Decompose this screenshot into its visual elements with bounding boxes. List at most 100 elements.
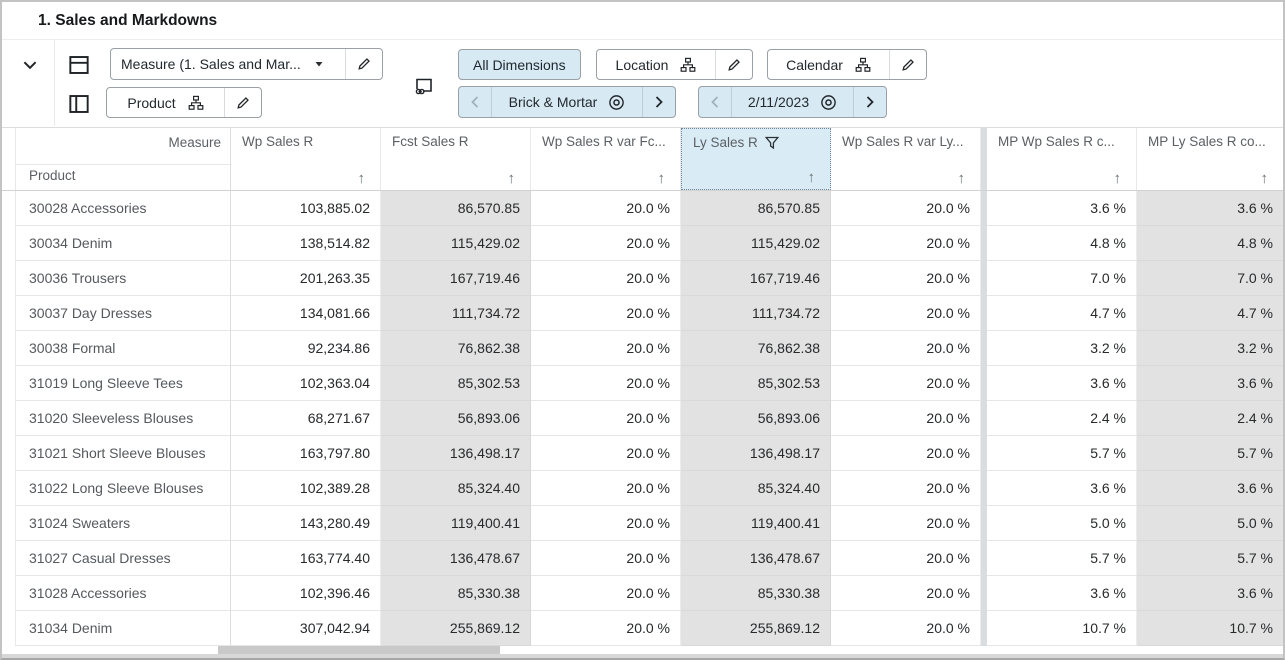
grid-cell[interactable]: 136,478.67 [681, 541, 831, 576]
grid-cell[interactable]: 7.0 % [1137, 261, 1283, 296]
sort-ascending-icon[interactable]: ↑ [1260, 170, 1269, 187]
product-row-header[interactable]: 31024 Sweaters [15, 506, 231, 541]
grid-cell[interactable]: 111,734.72 [381, 296, 531, 331]
grid-cell[interactable]: 86,570.85 [681, 191, 831, 226]
grid-cell[interactable]: 167,719.46 [681, 261, 831, 296]
calendar-prev-button[interactable] [699, 87, 731, 117]
grid-cell[interactable]: 119,400.41 [381, 506, 531, 541]
grid-cell[interactable]: 307,042.94 [231, 611, 381, 646]
grid-cell[interactable]: 76,862.38 [681, 331, 831, 366]
column-axis-layout-button[interactable] [66, 91, 92, 117]
grid-cell[interactable]: 20.0 % [531, 191, 681, 226]
grid-cell[interactable]: 20.0 % [531, 506, 681, 541]
grid-cell[interactable]: 102,389.28 [231, 471, 381, 506]
location-next-button[interactable] [642, 87, 675, 117]
grid-cell[interactable]: 20.0 % [831, 191, 981, 226]
grid-cell[interactable]: 20.0 % [531, 366, 681, 401]
sort-ascending-icon[interactable]: ↑ [657, 170, 666, 187]
grid-cell[interactable]: 102,396.46 [231, 576, 381, 611]
grid-cell[interactable]: 143,280.49 [231, 506, 381, 541]
grid-cell[interactable]: 255,869.12 [681, 611, 831, 646]
calendar-axis-button[interactable]: Calendar [768, 50, 889, 79]
product-row-header[interactable]: 31019 Long Sleeve Tees [15, 366, 231, 401]
product-row-header[interactable]: 30028 Accessories [15, 191, 231, 226]
grid-cell[interactable]: 3.6 % [1137, 191, 1283, 226]
grid-cell[interactable]: 20.0 % [531, 296, 681, 331]
product-row-header[interactable]: 30038 Formal [15, 331, 231, 366]
grid-cell[interactable]: 20.0 % [831, 331, 981, 366]
grid-cell[interactable]: 20.0 % [531, 611, 681, 646]
grid-cell[interactable]: 20.0 % [531, 541, 681, 576]
collapse-toolbar-button[interactable] [17, 52, 43, 78]
grid-cell[interactable]: 3.6 % [987, 576, 1137, 611]
grid-cell[interactable]: 5.7 % [987, 436, 1137, 471]
calendar-next-button[interactable] [853, 87, 886, 117]
product-row-header[interactable]: 30034 Denim [15, 226, 231, 261]
sort-ascending-icon[interactable]: ↑ [957, 170, 966, 187]
grid-cell[interactable]: 20.0 % [531, 471, 681, 506]
grid-cell[interactable]: 4.8 % [987, 226, 1137, 261]
grid-cell[interactable]: 167,719.46 [381, 261, 531, 296]
grid-cell[interactable]: 5.7 % [987, 541, 1137, 576]
sort-ascending-icon[interactable]: ↑ [357, 170, 366, 187]
grid-cell[interactable]: 68,271.67 [231, 401, 381, 436]
grid-cell[interactable]: 2.4 % [987, 401, 1137, 436]
product-row-header[interactable]: 30037 Day Dresses [15, 296, 231, 331]
grid-cell[interactable]: 20.0 % [831, 506, 981, 541]
grid-cell[interactable]: 3.6 % [987, 471, 1137, 506]
grid-cell[interactable]: 20.0 % [531, 261, 681, 296]
grid-cell[interactable]: 5.0 % [987, 506, 1137, 541]
grid-cell[interactable]: 76,862.38 [381, 331, 531, 366]
product-row-header[interactable]: 31020 Sleeveless Blouses [15, 401, 231, 436]
grid-cell[interactable]: 255,869.12 [381, 611, 531, 646]
grid-cell[interactable]: 115,429.02 [381, 226, 531, 261]
grid-cell[interactable]: 4.8 % [1137, 226, 1283, 261]
grid-cell[interactable]: 119,400.41 [681, 506, 831, 541]
grid-cell[interactable]: 5.0 % [1137, 506, 1283, 541]
grid-cell[interactable]: 85,324.40 [681, 471, 831, 506]
grid-cell[interactable]: 138,514.82 [231, 226, 381, 261]
grid-cell[interactable]: 163,774.40 [231, 541, 381, 576]
grid-cell[interactable]: 20.0 % [831, 471, 981, 506]
column-header-wp-sales-r-var-fcst[interactable]: Wp Sales R var Fc... ↑ [531, 128, 681, 190]
grid-cell[interactable]: 3.6 % [1137, 576, 1283, 611]
product-row-header[interactable]: 31022 Long Sleeve Blouses [15, 471, 231, 506]
row-axis-layout-button[interactable] [66, 52, 92, 78]
grid-cell[interactable]: 85,302.53 [381, 366, 531, 401]
sort-ascending-icon[interactable]: ↑ [507, 170, 516, 187]
sort-ascending-icon[interactable]: ↑ [807, 169, 816, 186]
grid-cell[interactable]: 163,797.80 [231, 436, 381, 471]
product-row-header[interactable]: 30036 Trousers [15, 261, 231, 296]
grid-cell[interactable]: 2.4 % [1137, 401, 1283, 436]
grid-cell[interactable]: 20.0 % [831, 436, 981, 471]
grid-cell[interactable]: 4.7 % [1137, 296, 1283, 331]
grid-cell[interactable]: 3.6 % [1137, 471, 1283, 506]
calendar-page-value[interactable]: 2/11/2023 [731, 87, 853, 117]
sort-ascending-icon[interactable]: ↑ [1113, 170, 1122, 187]
column-header-ly-sales-r[interactable]: Ly Sales R ↑ [681, 128, 831, 190]
grid-cell[interactable]: 3.2 % [1137, 331, 1283, 366]
grid-cell[interactable]: 136,498.17 [381, 436, 531, 471]
column-header-mp-wp-sales-r[interactable]: MP Wp Sales R c... ↑ [987, 128, 1137, 190]
grid-cell[interactable]: 10.7 % [987, 611, 1137, 646]
grid-cell[interactable]: 20.0 % [831, 401, 981, 436]
grid-cell[interactable]: 3.6 % [987, 366, 1137, 401]
location-axis-button[interactable]: Location [597, 50, 715, 79]
grid-cell[interactable]: 102,363.04 [231, 366, 381, 401]
product-row-header[interactable]: 31034 Denim [15, 611, 231, 646]
grid-cell[interactable]: 20.0 % [531, 576, 681, 611]
column-header-fcst-sales-r[interactable]: Fcst Sales R ↑ [381, 128, 531, 190]
grid-cell[interactable]: 20.0 % [531, 401, 681, 436]
grid-cell[interactable]: 3.6 % [987, 191, 1137, 226]
edit-measure-axis-button[interactable] [345, 49, 382, 79]
grid-cell[interactable]: 3.2 % [987, 331, 1137, 366]
grid-cell[interactable]: 20.0 % [831, 296, 981, 331]
grid-cell[interactable]: 4.7 % [987, 296, 1137, 331]
grid-cell[interactable]: 20.0 % [831, 261, 981, 296]
column-header-wp-sales-r[interactable]: Wp Sales R ↑ [231, 128, 381, 190]
measure-axis-dropdown[interactable]: Measure (1. Sales and Mar... [111, 49, 345, 79]
grid-cell[interactable]: 20.0 % [831, 366, 981, 401]
edit-product-axis-button[interactable] [224, 88, 261, 117]
filter-icon[interactable] [764, 136, 779, 150]
grid-cell[interactable]: 5.7 % [1137, 436, 1283, 471]
